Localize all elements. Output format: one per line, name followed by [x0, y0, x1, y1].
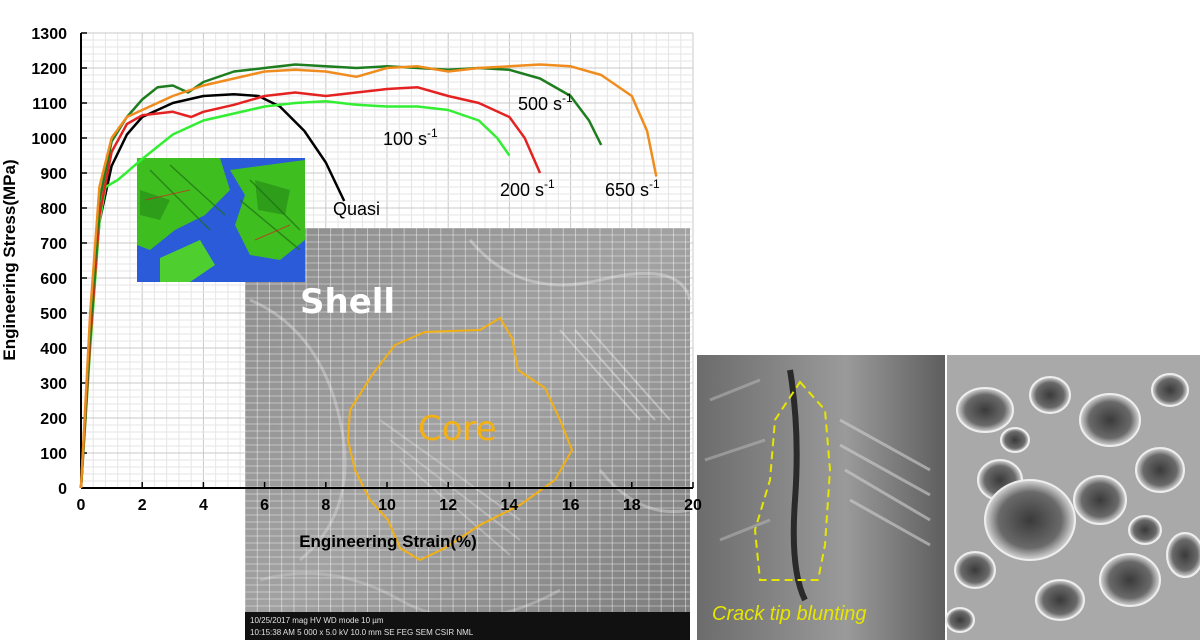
y-tick-label: 100 [40, 446, 67, 463]
dimple [984, 479, 1076, 561]
sem-dimples [945, 355, 1200, 640]
y-tick-label: 400 [40, 341, 67, 358]
x-tick-label: 6 [260, 497, 269, 514]
x-tick-label: 2 [138, 497, 147, 514]
curve-label: 100 s-1 [383, 126, 438, 149]
plot-axes: 0 2 4 6 8 10 12 14 16 18 2001002003004005006007008… [0, 26, 702, 551]
crack-tip-label: Crack tip blunting [712, 603, 867, 625]
dimple [1128, 515, 1162, 545]
y-tick-label: 600 [40, 271, 67, 288]
y-tick-label: 300 [40, 376, 67, 393]
y-tick-label: 1200 [31, 61, 67, 78]
y-tick-label: 0 [58, 481, 67, 498]
x-tick-label: 18 [623, 497, 641, 514]
y-tick-label: 500 [40, 306, 67, 323]
dimple [956, 387, 1014, 433]
x-tick-label: 14 [501, 497, 519, 514]
sem-info-bar: 10/25/2017 mag HV WD mode 10 µm 10:15:38… [245, 612, 690, 640]
dimple [1151, 373, 1189, 407]
y-axis-label: Engineering Stress(MPa) [0, 159, 19, 360]
overlay-grid [244, 227, 690, 612]
curve-label: 500 s-1 [518, 91, 573, 114]
dimple [954, 551, 996, 589]
curve-label: 650 s-1 [605, 177, 660, 200]
dimple [1079, 393, 1141, 447]
dimple [1000, 427, 1030, 453]
y-tick-label: 1000 [31, 131, 67, 148]
ebsd-inset [137, 158, 305, 282]
sem-info-row1: 10/25/2017 mag HV WD mode 10 µm [250, 616, 384, 625]
dimple [1135, 447, 1185, 493]
y-tick-label: 200 [40, 411, 67, 428]
core-outline [346, 316, 574, 562]
x-tick-label: 20 [684, 497, 702, 514]
x-axis-label: Engineering Strain(%) [299, 532, 477, 551]
y-tick-label: 700 [40, 236, 67, 253]
x-tick-label: 0 [77, 497, 86, 514]
x-tick-label: 12 [439, 497, 457, 514]
x-tick-label: 10 [378, 497, 396, 514]
sem-info-row2: 10:15:38 AM 5 000 x 5.0 kV 10.0 mm SE FE… [250, 628, 474, 637]
dimple [1029, 376, 1071, 414]
curve-label: 200 s-1 [500, 177, 555, 200]
y-tick-label: 1300 [31, 26, 67, 43]
dimple [945, 607, 975, 633]
y-tick-label: 1100 [32, 96, 67, 113]
series-line-650-s-1 [79, 63, 658, 489]
dimple [1099, 553, 1161, 607]
shell-label: Shell [300, 282, 395, 322]
series-line-200-s-1 [79, 86, 542, 489]
dimple [1073, 475, 1127, 525]
y-tick-label: 900 [40, 166, 67, 183]
x-tick-label: 16 [562, 497, 580, 514]
plot-annotations: Quasi 100 s-1 200 s-1 500 s-1 650 s-1 [333, 91, 660, 219]
core-label: Core [418, 409, 497, 449]
y-tick-label: 800 [40, 201, 67, 218]
x-tick-label: 4 [199, 497, 208, 514]
x-tick-label: 8 [321, 497, 330, 514]
curve-label: Quasi [333, 199, 380, 219]
sem-crack-tip: Crack tip blunting [697, 355, 945, 640]
dimple [1166, 532, 1200, 578]
dimple [1035, 579, 1085, 621]
crack-outline [753, 380, 832, 581]
plot-series [79, 63, 658, 489]
